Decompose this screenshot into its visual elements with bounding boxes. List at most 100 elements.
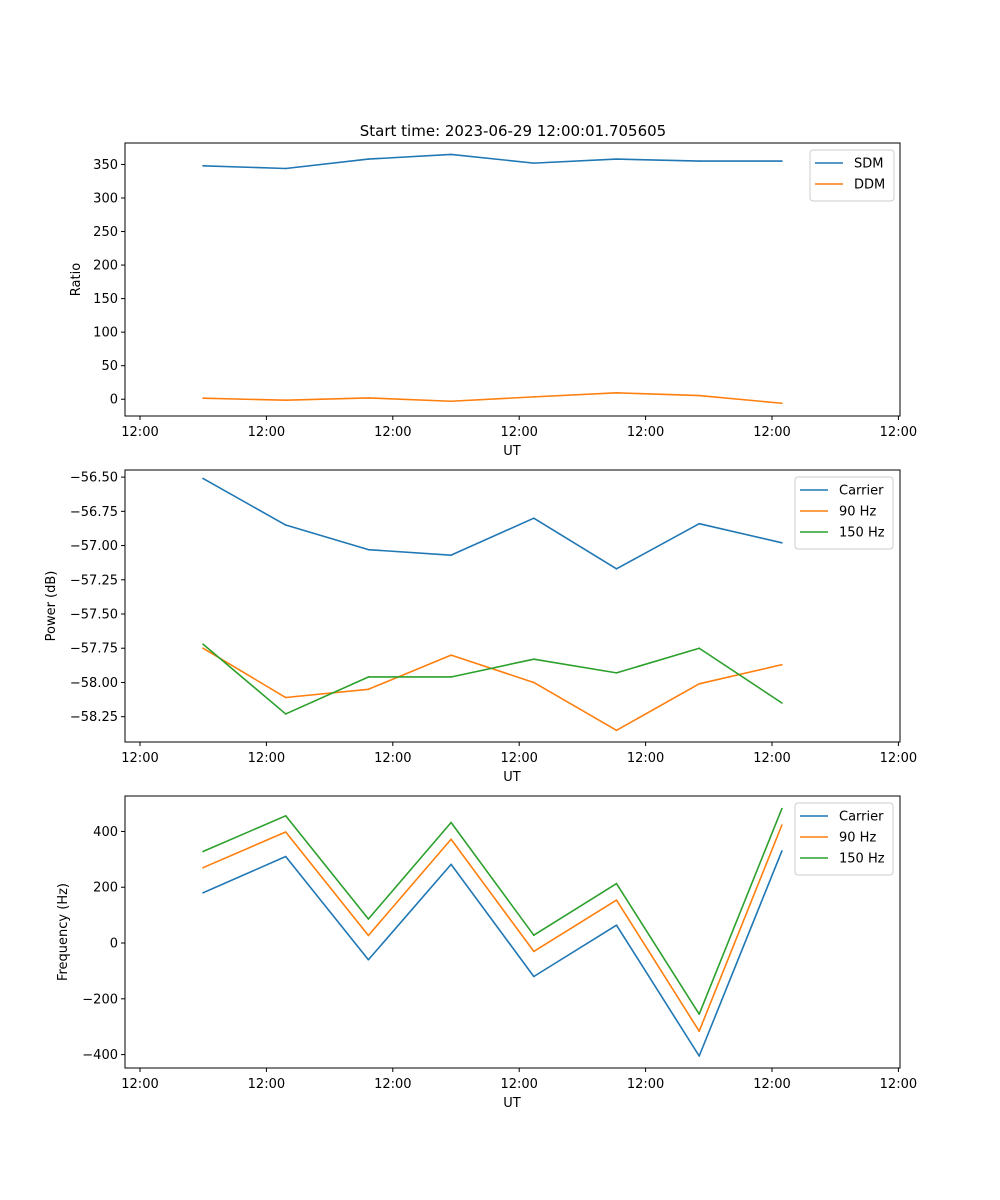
data-point <box>202 477 204 480</box>
data-point <box>533 162 535 164</box>
data-point <box>781 160 783 162</box>
data-point <box>284 831 287 833</box>
data-point <box>533 681 535 684</box>
chart-panel-power: 12:0012:0012:0012:0012:0012:0012:0012:01… <box>44 469 917 785</box>
data-point <box>698 394 700 397</box>
x-tick-label: 12:00 <box>121 751 158 766</box>
legend-box <box>794 802 894 876</box>
data-point <box>781 542 783 544</box>
legend-label: 150 Hz <box>839 526 885 541</box>
y-tick-label: −57.50 <box>70 608 118 623</box>
x-tick-label: 12:00 <box>248 1077 285 1092</box>
y-axis-label: Power (dB) <box>44 571 59 642</box>
series-line <box>202 392 782 405</box>
chart-panel-frequency: 12:0012:0012:0012:0012:0012:0012:0012:01… <box>56 795 917 1111</box>
series-line <box>202 643 783 715</box>
legend-label: SDM <box>854 157 883 172</box>
data-point <box>367 934 370 937</box>
data-point <box>450 554 452 556</box>
y-tick-label: 50 <box>101 359 118 374</box>
y-tick-label: 0 <box>110 937 118 952</box>
x-tick-label: 12:00 <box>753 1077 790 1092</box>
data-point <box>284 167 287 170</box>
legend-label: 90 Hz <box>839 505 876 520</box>
legend-label: Carrier <box>839 484 884 499</box>
data-point <box>533 934 535 937</box>
y-tick-label: 0 <box>110 393 118 408</box>
data-point <box>367 676 370 678</box>
data-point <box>202 850 204 853</box>
x-tick-label: 12:00 <box>248 751 285 766</box>
data-point <box>533 658 535 660</box>
x-tick-label: 12:00 <box>374 751 411 766</box>
y-axis-label: Frequency (Hz) <box>56 883 71 981</box>
legend-label: 90 Hz <box>839 831 876 846</box>
data-point <box>367 397 370 399</box>
x-tick-label: 12:00 <box>627 1077 664 1092</box>
x-tick-label: 12:00 <box>880 425 917 440</box>
plot-area-frame <box>124 469 901 743</box>
data-point <box>367 958 370 961</box>
data-point <box>615 924 618 926</box>
data-point <box>284 855 287 858</box>
y-tick-label: 200 <box>93 881 118 896</box>
data-point <box>781 663 783 666</box>
legend: Carrier 90 Hz 150 Hz <box>794 476 894 550</box>
legend-box <box>794 476 894 550</box>
series-line <box>202 477 783 570</box>
y-axis-label: Ratio <box>69 263 84 296</box>
x-tick-label: 12:00 <box>627 751 664 766</box>
data-point <box>615 392 618 394</box>
data-point <box>202 165 204 167</box>
data-point <box>367 158 370 160</box>
data-point <box>450 400 452 403</box>
y-tick-label: 100 <box>93 326 118 341</box>
x-tick-label: 12:00 <box>753 425 790 440</box>
x-tick-label: 12:00 <box>121 1077 158 1092</box>
data-point <box>781 807 783 810</box>
series-line <box>202 808 783 1015</box>
x-axis-label: UT <box>503 1096 521 1111</box>
plot-area-frame <box>124 142 901 417</box>
data-point <box>533 396 535 398</box>
y-tick-label: −57.75 <box>70 642 118 657</box>
legend: Carrier 90 Hz 150 Hz <box>794 802 894 876</box>
data-point <box>284 815 287 817</box>
y-tick-label: 400 <box>93 825 118 840</box>
data-point <box>367 918 370 920</box>
data-point <box>781 402 783 405</box>
y-tick-label: 150 <box>93 292 118 307</box>
data-point <box>367 548 370 551</box>
data-point <box>698 1055 700 1057</box>
data-point <box>615 568 618 570</box>
x-tick-label: 12:00 <box>121 425 158 440</box>
plot-area-frame <box>124 795 901 1069</box>
data-point <box>533 950 535 953</box>
y-tick-label: 200 <box>93 259 118 274</box>
x-tick-label: 12:00 <box>880 1077 917 1092</box>
chart-panel-ratio: 12:0012:0012:0012:0012:0012:0012:0012:01… <box>69 142 917 459</box>
x-axis-label: UT <box>503 770 521 785</box>
data-point <box>615 158 618 160</box>
data-point <box>698 647 700 650</box>
data-point <box>533 975 535 978</box>
y-tick-label: −57.00 <box>70 539 118 554</box>
x-tick-label: 12:00 <box>374 425 411 440</box>
x-tick-label: 12:00 <box>374 1077 411 1092</box>
data-point <box>202 866 204 869</box>
legend-label: 150 Hz <box>839 852 885 867</box>
series-line <box>202 824 783 1032</box>
x-tick-label: 12:00 <box>248 425 285 440</box>
data-point <box>615 672 618 674</box>
data-point <box>533 517 535 519</box>
y-tick-label: −58.00 <box>70 676 118 691</box>
data-point <box>202 647 204 650</box>
data-point <box>450 676 452 678</box>
x-tick-label: 12:00 <box>500 751 537 766</box>
data-point <box>284 713 287 715</box>
chart-title: Start time: 2023-06-29 12:00:01.705605 <box>360 122 666 140</box>
legend: SDM DDM <box>809 149 895 202</box>
data-point <box>284 524 287 526</box>
data-point <box>450 838 452 841</box>
